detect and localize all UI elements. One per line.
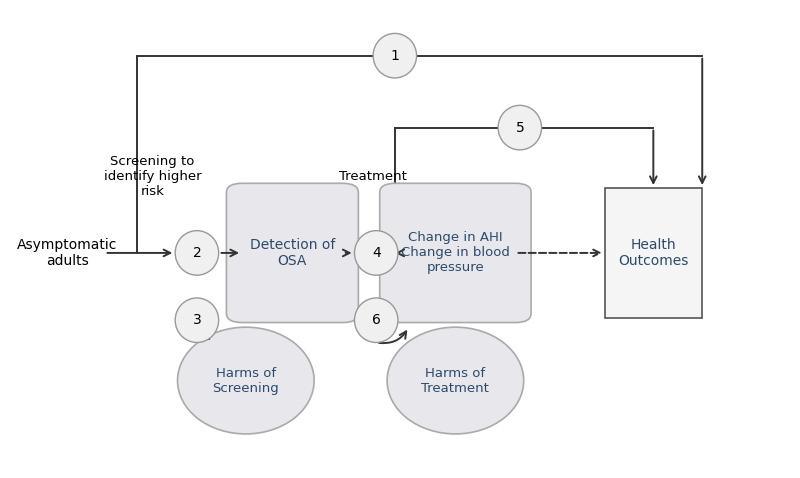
Text: 5: 5 (515, 120, 524, 135)
FancyBboxPatch shape (605, 188, 702, 318)
Text: Harms of
Screening: Harms of Screening (213, 367, 279, 394)
Ellipse shape (175, 231, 218, 275)
Text: Harms of
Treatment: Harms of Treatment (422, 367, 490, 394)
Ellipse shape (178, 327, 314, 434)
Text: 1: 1 (390, 49, 399, 63)
Ellipse shape (354, 298, 398, 343)
Text: 3: 3 (193, 313, 202, 327)
Text: Change in AHI
Change in blood
pressure: Change in AHI Change in blood pressure (401, 231, 510, 274)
Text: 4: 4 (372, 246, 381, 260)
Text: Detection of
OSA: Detection of OSA (250, 238, 335, 268)
FancyBboxPatch shape (226, 183, 358, 323)
Ellipse shape (175, 298, 218, 343)
Text: Health
Outcomes: Health Outcomes (618, 238, 689, 268)
Text: Asymptomatic
adults: Asymptomatic adults (17, 238, 118, 268)
Ellipse shape (387, 327, 524, 434)
FancyBboxPatch shape (380, 183, 531, 323)
Text: 2: 2 (193, 246, 202, 260)
Ellipse shape (498, 105, 542, 150)
Ellipse shape (354, 231, 398, 275)
Text: 6: 6 (372, 313, 381, 327)
Ellipse shape (373, 33, 417, 78)
Text: Screening to
identify higher
risk: Screening to identify higher risk (104, 155, 202, 198)
Text: Treatment: Treatment (339, 170, 407, 183)
